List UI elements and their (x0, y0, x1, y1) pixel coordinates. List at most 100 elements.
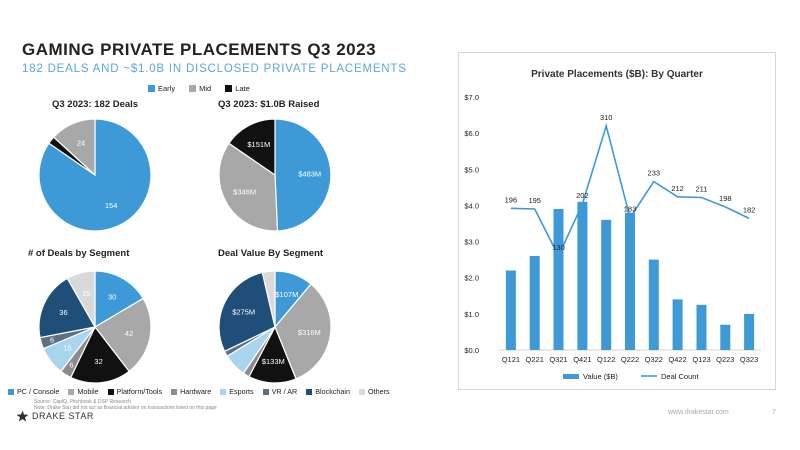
stage-legend-label: Mid (199, 84, 212, 93)
x-tick-label: Q321 (549, 355, 567, 364)
segment-legend-label: PC / Console (17, 387, 60, 396)
y-tick-label: $7.0 (464, 93, 479, 102)
stage-legend-item: Early (148, 84, 175, 93)
slide-subtitle: 182 DEALS AND ~$1.0B IN DISCLOSED PRIVAT… (22, 63, 407, 75)
x-tick-label: Q121 (502, 355, 520, 364)
bar-chart-title: Private Placements ($B): By Quarter (531, 69, 703, 80)
deal-count-line (510, 122, 750, 258)
stage-legend-item: Mid (189, 84, 211, 93)
stage-legend-item: Late (225, 84, 250, 93)
pie-chart-deals-by-segment: 30 42 32 6 15 6 36 15 (38, 270, 152, 384)
source-note: Source: CapIQ, Pitchbook & DSP Research … (34, 399, 217, 411)
segment-legend-label: Platform/Tools (116, 387, 163, 396)
segment-legend-label: Esports (229, 387, 254, 396)
pie-slice-label: 6 (69, 361, 73, 370)
x-tick-label: Q421 (573, 355, 591, 364)
bar (648, 259, 659, 350)
pie-slice (261, 270, 276, 328)
deal-count-label: 130 (552, 243, 565, 252)
deal-count-label: 233 (648, 169, 661, 178)
deal-count-label: 310 (600, 113, 613, 122)
segment-legend-label: Others (367, 387, 390, 396)
pie-chart-raised: $483M $346M $151M (218, 118, 332, 232)
pie-slice-label: 24 (77, 139, 85, 148)
segment-legend-label: Mobile (77, 387, 99, 396)
pie-slice-label: $275M (232, 308, 255, 317)
pie-slice (274, 118, 332, 232)
pie-title-deals-by-segment: # of Deals by Segment (28, 248, 130, 259)
pie-slice-label: 6 (50, 335, 54, 344)
bar (529, 256, 540, 350)
pie-slice (94, 297, 152, 373)
pie-slice-label: 15 (82, 289, 90, 298)
pie-slice (218, 271, 276, 353)
y-tick-label: $6.0 (464, 129, 479, 138)
pie-slice (218, 142, 279, 232)
pie-slice-label: $133M (262, 357, 285, 366)
segment-legend-swatch (262, 388, 269, 395)
segment-legend-item: Blockchain (306, 387, 350, 396)
bar (601, 219, 612, 350)
x-tick-label: Q123 (692, 355, 710, 364)
pie-slice (69, 325, 130, 384)
segment-legend-swatch (171, 388, 178, 395)
stage-legend: Early Mid Late (148, 84, 250, 93)
y-tick-label: $5.0 (464, 165, 479, 174)
bar (505, 270, 516, 350)
stage-legend-label: Early (158, 84, 176, 93)
legend-line-label: Deal Count (661, 372, 699, 381)
segment-legend-label: Hardware (180, 387, 212, 396)
bar-line-chart: $0.0 $1.0 $2.0 $3.0 $4.0 $5.0 $6.0 $7.0 Q121 Q221… (464, 93, 761, 381)
bar (744, 313, 755, 350)
deal-count-label: 196 (505, 195, 518, 204)
y-tick-label: $1.0 (464, 310, 479, 319)
bar (577, 201, 588, 350)
segment-legend-label: Blockchain (315, 387, 350, 396)
stage-legend-swatch (148, 85, 155, 92)
pie-slice-label: $107M (275, 290, 298, 299)
y-tick-label: $0.0 (464, 346, 479, 355)
page-number: 7 (772, 409, 776, 416)
deal-count-label: 195 (528, 196, 541, 205)
pie-slice (38, 277, 96, 339)
deal-count-label: 183 (624, 205, 637, 214)
stage-legend-swatch (225, 85, 233, 92)
segment-legend-swatch (107, 388, 114, 395)
bar (553, 209, 564, 350)
pie-chart-deals: 154 24 (38, 118, 152, 232)
deal-count-label: 212 (671, 184, 684, 193)
pie-title-raised: Q3 2023: $1.0B Raised (218, 99, 320, 110)
legend-bar-swatch (563, 374, 579, 379)
pie-slice-label: $316M (298, 328, 321, 337)
segment-legend-label: VR / AR (271, 387, 298, 396)
segment-legend-item: Others (358, 387, 390, 396)
bar (696, 304, 707, 350)
pie-slice (228, 118, 276, 177)
pie-slice-label: $151M (247, 140, 270, 149)
drake-star-logo: DRAKE STAR (16, 410, 94, 422)
deal-count-label: 182 (743, 205, 756, 214)
x-tick-label: Q322 (645, 355, 663, 364)
segment-legend-swatch (306, 388, 313, 395)
pie-slice (66, 270, 96, 330)
slide-title: GAMING PRIVATE PLACEMENTS Q3 2023 (22, 40, 377, 59)
segment-legend-item: Esports (220, 387, 254, 396)
deal-count-label: 198 (719, 194, 732, 203)
segment-legend-item: PC / Console (8, 387, 59, 396)
pie-slice (274, 283, 332, 380)
x-tick-label: Q222 (621, 355, 639, 364)
segment-legend-item: Mobile (68, 387, 99, 396)
segment-legend-item: Platform/Tools (107, 387, 163, 396)
logo-text: DRAKE STAR (32, 411, 94, 421)
pie-slice-label: 36 (59, 308, 67, 317)
pie-slice-label: 30 (108, 292, 116, 301)
legend-bar-label: Value ($B) (583, 372, 618, 381)
y-tick-label: $3.0 (464, 238, 479, 247)
pie-slice-label: 154 (105, 201, 118, 210)
note-line: Note: Drake Star did not act as financia… (34, 405, 217, 411)
deal-count-label: 211 (696, 185, 708, 194)
pie-slice-label: 32 (94, 357, 102, 366)
bar (625, 212, 635, 350)
y-tick-label: $4.0 (464, 201, 479, 210)
x-tick-label: Q223 (716, 355, 734, 364)
